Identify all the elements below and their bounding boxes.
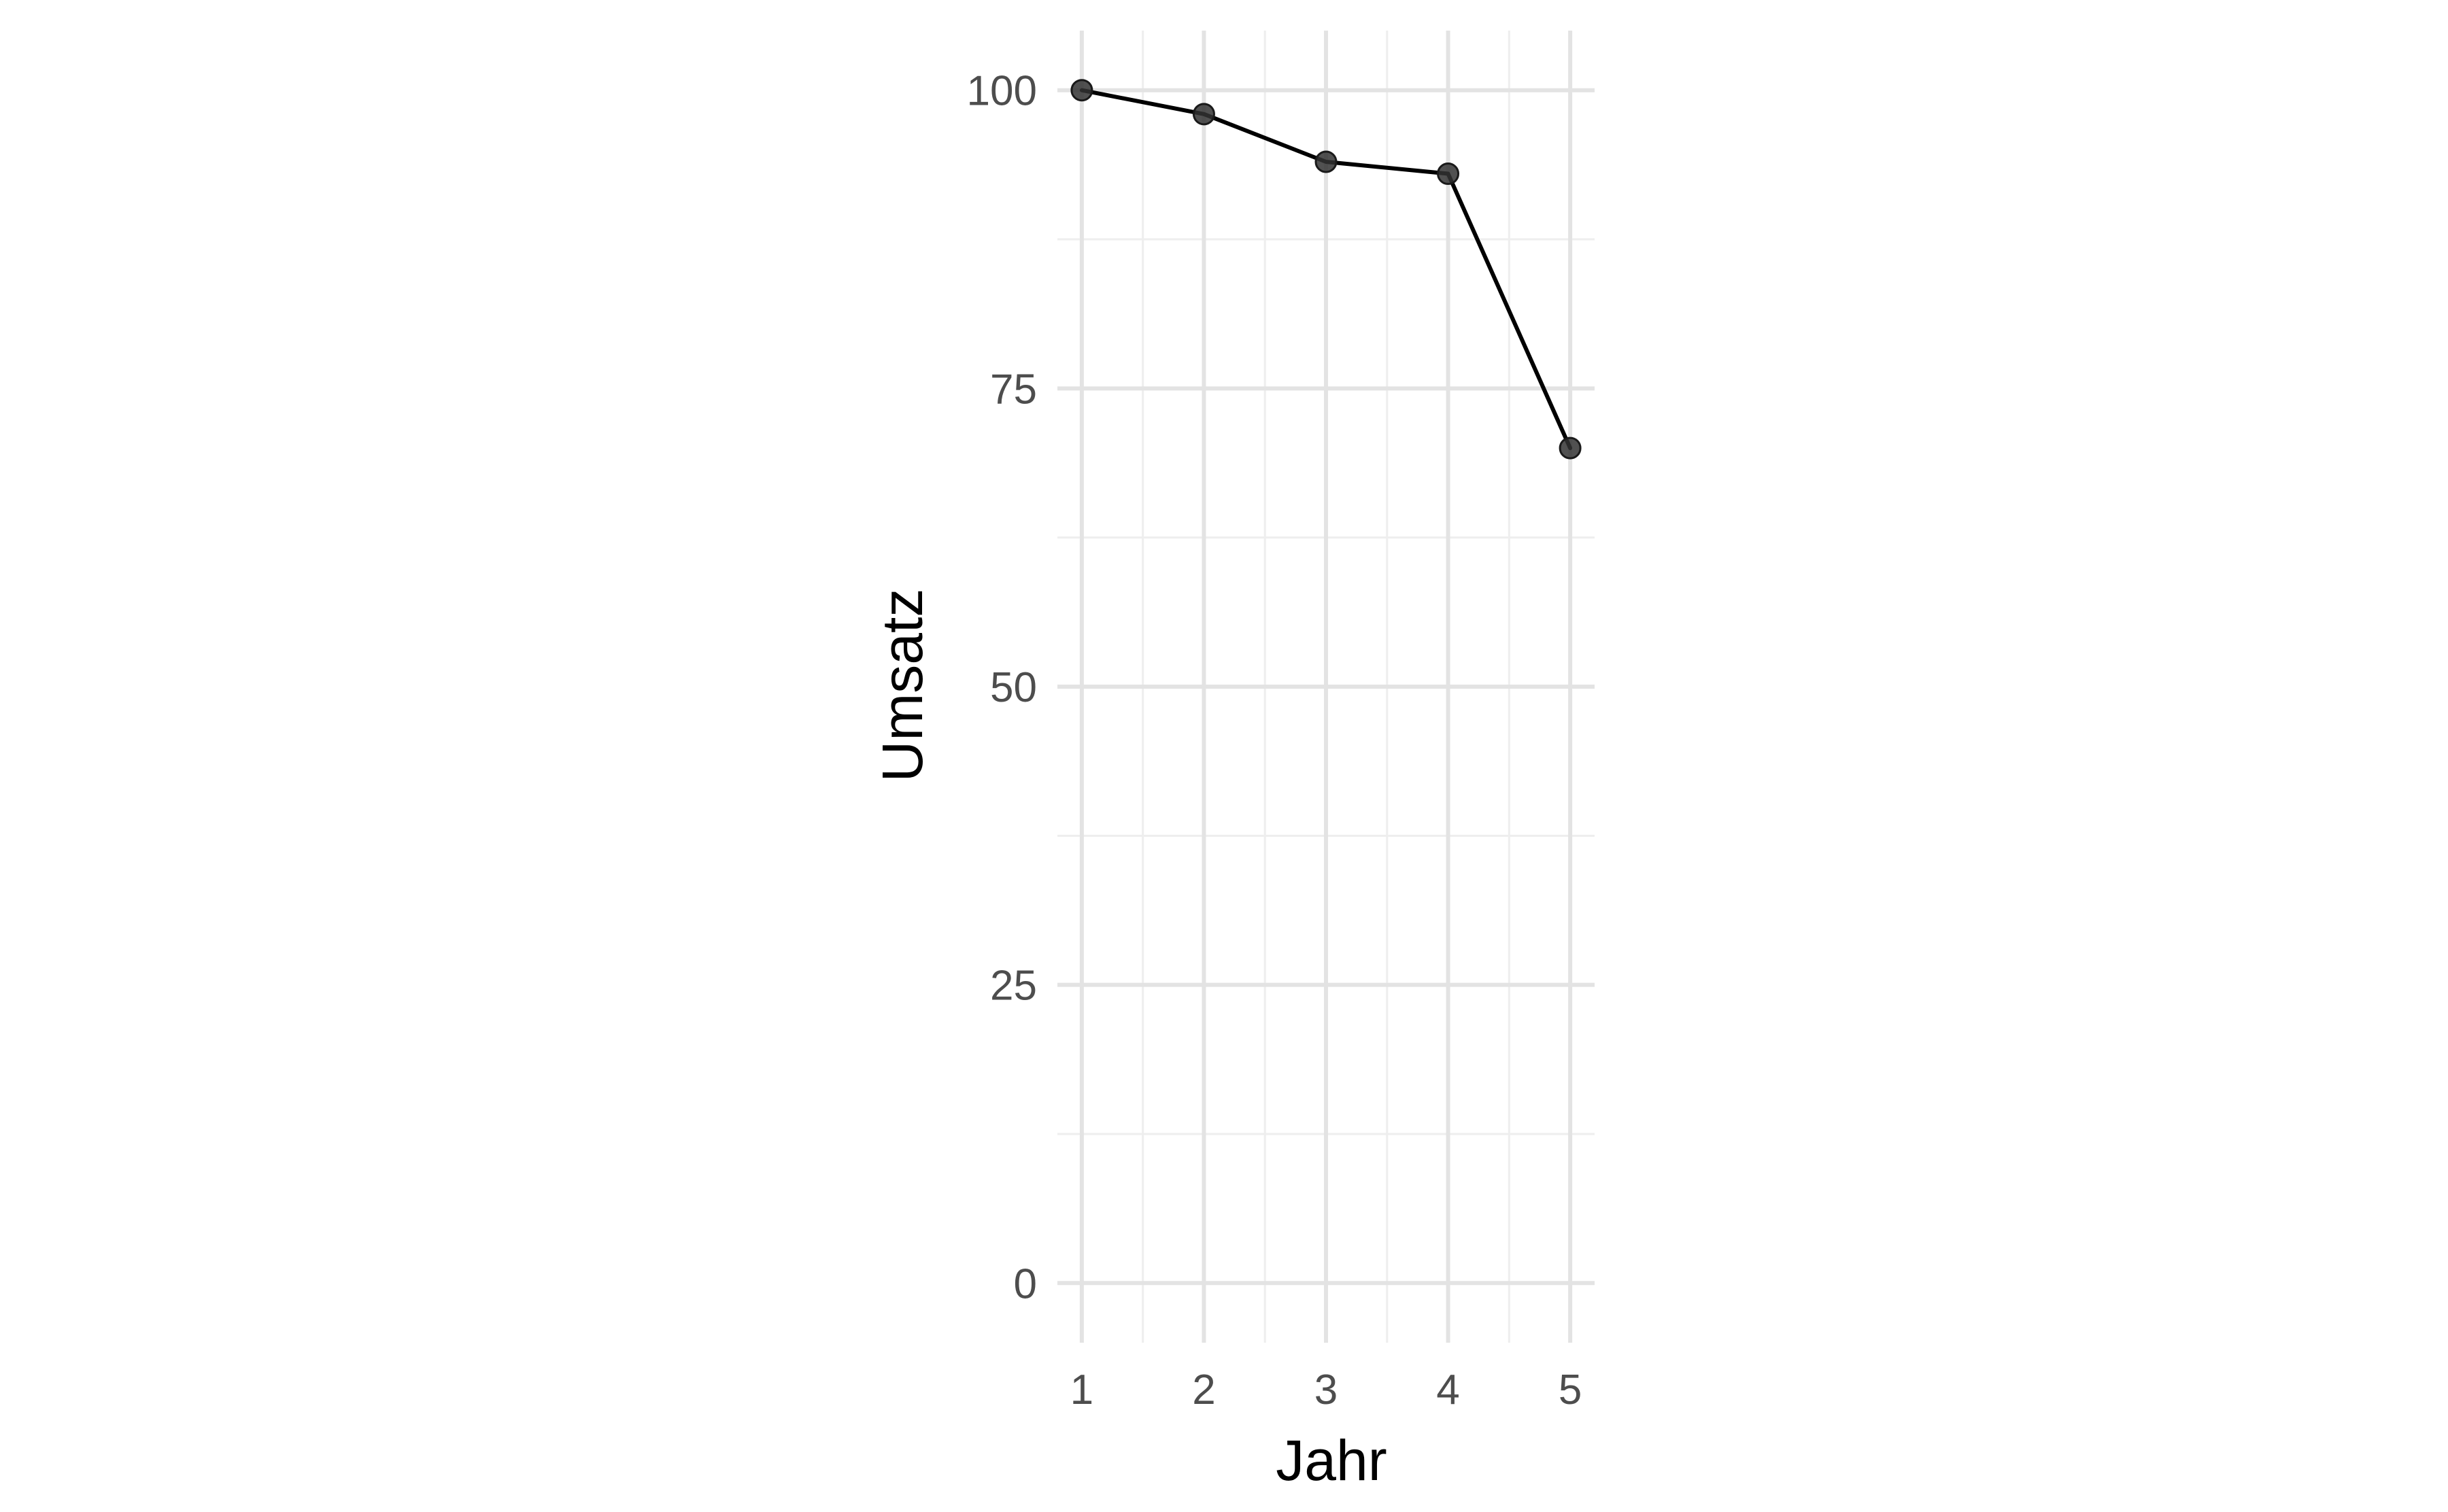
y-tick-labels: 0 25 50 75 100: [967, 68, 1037, 1308]
x-tick-label: 2: [1192, 1367, 1215, 1413]
y-tick-label: 100: [967, 68, 1037, 115]
y-tick-label: 0: [1014, 1260, 1037, 1307]
data-point: [1192, 103, 1215, 126]
x-tick-labels: 1 2 3 4 5: [1070, 1367, 1582, 1413]
x-tick-label: 4: [1436, 1367, 1459, 1413]
data-point: [1070, 79, 1093, 102]
x-tick-label: 3: [1314, 1367, 1338, 1413]
y-tick-label: 25: [990, 963, 1037, 1010]
data-point: [1437, 162, 1460, 186]
y-axis-title: Umsatz: [870, 589, 934, 783]
x-tick-label: 1: [1070, 1367, 1093, 1413]
data-point: [1314, 150, 1338, 173]
y-tick-label: 50: [990, 664, 1037, 711]
x-axis-title: Jahr: [1276, 1428, 1387, 1492]
x-tick-label: 5: [1559, 1367, 1582, 1413]
major-gridlines: [1057, 31, 1595, 1343]
y-tick-label: 75: [990, 366, 1037, 413]
data-point: [1559, 436, 1582, 460]
series-layer: [1070, 79, 1582, 460]
